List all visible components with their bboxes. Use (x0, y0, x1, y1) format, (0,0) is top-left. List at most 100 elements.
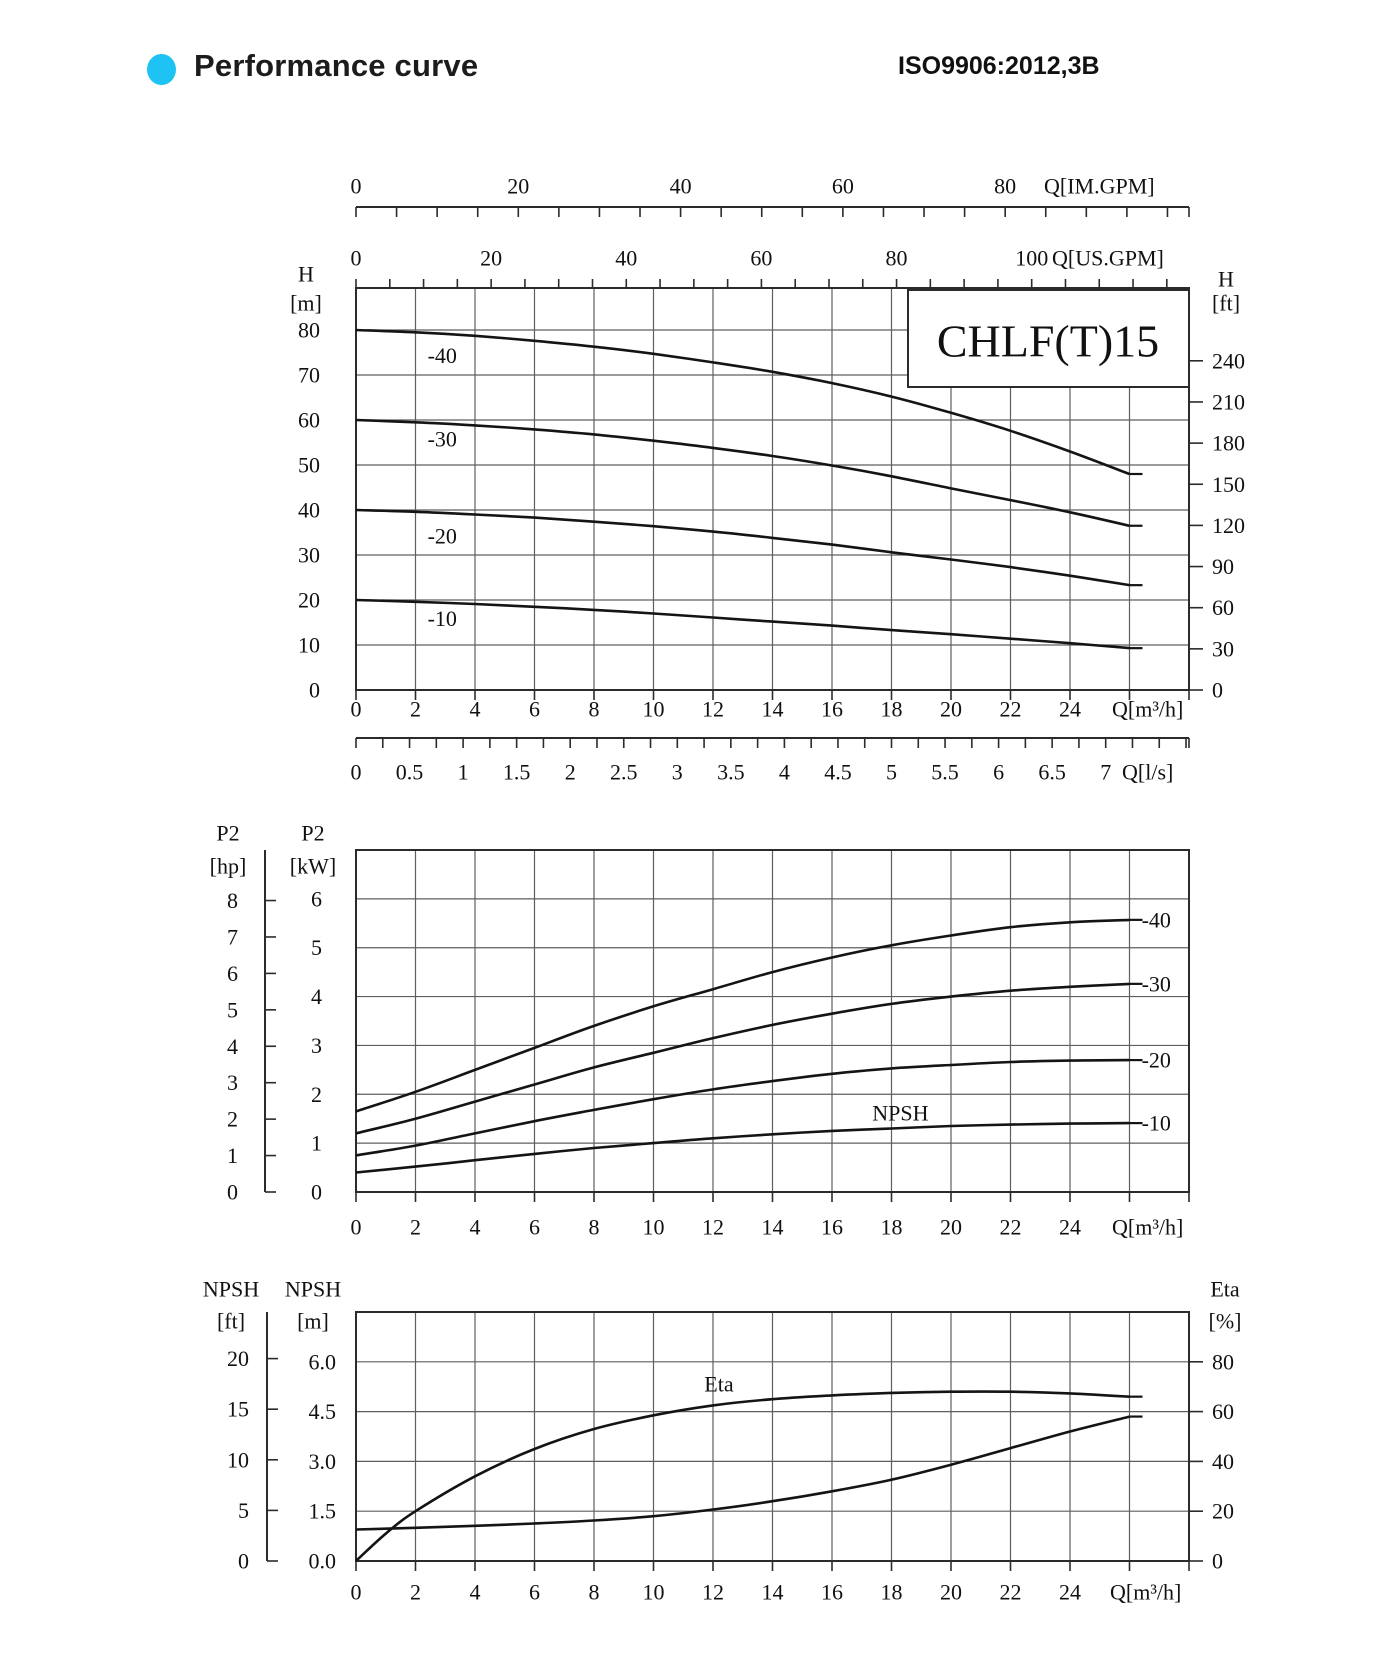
npsh-x-tick-label: 6 (529, 1580, 540, 1605)
head-x-tick-label: 24 (1059, 697, 1081, 722)
head-x-tick-label: 4 (470, 697, 481, 722)
us-gpm-tick-label: 80 (886, 246, 908, 271)
h-ft-axis-title: H (1218, 267, 1234, 292)
curve-Eta (355, 1390, 1130, 1562)
head-x-tick-label: 18 (881, 697, 903, 722)
curve-label-Eta: Eta (704, 1372, 734, 1397)
power-x-tick-label: 2 (410, 1215, 421, 1240)
p2-hp-tick-label: 3 (227, 1070, 238, 1095)
npsh-x-tick-label: 12 (702, 1580, 724, 1605)
h-m-tick-label: 40 (298, 498, 320, 523)
h-ft-tick-label: 0 (1212, 678, 1223, 703)
ls-tick-label: 1 (458, 760, 469, 785)
h-ft-tick-label: 180 (1212, 431, 1245, 456)
head-x-tick-label: 8 (589, 697, 600, 722)
eta-tick-label: 60 (1212, 1399, 1234, 1424)
p2-hp-tick-label: 2 (227, 1107, 238, 1132)
curve-label--40: -40 (428, 343, 457, 368)
p2-kw-tick-label: 0 (311, 1180, 322, 1205)
p2-hp-tick-label: 8 (227, 888, 238, 913)
npsh-m-tick-label: 6.0 (309, 1349, 337, 1374)
power-x-tick-label: 24 (1059, 1215, 1081, 1240)
curve-label-p2-30: -30 (1142, 971, 1171, 996)
p2-hp-axis-title: P2 (216, 821, 239, 846)
h-m-axis-title: H (298, 262, 314, 287)
curve-p2-30 (355, 982, 1130, 1135)
standard-label: ISO9906:2012,3B (898, 52, 1100, 80)
im-gpm-tick-label: 40 (670, 174, 692, 199)
h-m-tick-label: 70 (298, 363, 320, 388)
bullet-dot-icon (147, 54, 176, 85)
us-gpm-tick-label: 60 (750, 246, 772, 271)
curve--30 (355, 418, 1130, 528)
curve-label--30: -30 (428, 426, 457, 451)
npsh-x-tick-label: 16 (821, 1580, 843, 1605)
model-label: CHLF(T)15 (937, 316, 1159, 367)
npsh-x-tick-label: 18 (881, 1580, 903, 1605)
ls-tick-label: 3.5 (717, 760, 745, 785)
curve--10 (355, 598, 1130, 650)
power-x-tick-label: 16 (821, 1215, 843, 1240)
npsh-x-tick-label: 20 (940, 1580, 962, 1605)
npsh-ft-tick-label: 20 (227, 1346, 249, 1371)
power-x-tick-label: 10 (643, 1215, 665, 1240)
npsh-m-tick-label: 0.0 (309, 1549, 337, 1574)
head-x-tick-label: 20 (940, 697, 962, 722)
npsh-x-tick-label: 10 (643, 1580, 665, 1605)
h-m-tick-label: 10 (298, 633, 320, 658)
head-x-unit-label: Q[m³/h] (1112, 697, 1183, 722)
ls-tick-label: 7 (1100, 760, 1111, 785)
power-x-tick-label: 6 (529, 1215, 540, 1240)
power-x-tick-label: 8 (589, 1215, 600, 1240)
p2-hp-tick-label: 4 (227, 1034, 238, 1059)
im-gpm-tick-label: 80 (994, 174, 1016, 199)
npsh-x-unit-label: Q[m³/h] (1110, 1580, 1181, 1605)
curve--20 (355, 508, 1130, 587)
head-x-tick-label: 2 (410, 697, 421, 722)
npsh-m-axis-title: NPSH (285, 1277, 341, 1302)
ls-tick-label: 4 (779, 760, 790, 785)
eta-tick-label: 20 (1212, 1499, 1234, 1524)
h-m-tick-label: 30 (298, 543, 320, 568)
curve-label-NPSH: NPSH (872, 1100, 928, 1125)
power-x-tick-label: 12 (702, 1215, 724, 1240)
curve-p2-10 (355, 1121, 1130, 1174)
h-ft-tick-label: 120 (1212, 513, 1245, 538)
head-x-tick-label: 22 (1000, 697, 1022, 722)
npsh-x-tick-label: 2 (410, 1580, 421, 1605)
head-x-tick-label: 0 (351, 697, 362, 722)
p2-kw-axis-title: [kW] (290, 854, 336, 879)
npsh-x-tick-label: 24 (1059, 1580, 1081, 1605)
h-ft-tick-label: 240 (1212, 348, 1245, 373)
h-ft-tick-label: 150 (1212, 472, 1245, 497)
head-x-tick-label: 14 (762, 697, 784, 722)
eta-axis-title: Eta (1210, 1277, 1240, 1302)
eta-tick-label: 80 (1212, 1349, 1234, 1374)
npsh-ft-tick-label: 15 (227, 1397, 249, 1422)
us-gpm-tick-label: 40 (615, 246, 637, 271)
h-m-axis-title: [m] (290, 291, 322, 316)
power-x-tick-label: 18 (881, 1215, 903, 1240)
us-gpm-tick-label: 20 (480, 246, 502, 271)
p2-hp-tick-label: 0 (227, 1180, 238, 1205)
p2-hp-tick-label: 6 (227, 961, 238, 986)
p2-hp-tick-label: 5 (227, 997, 238, 1022)
curve-p2-20 (355, 1058, 1130, 1157)
h-m-tick-label: 80 (298, 318, 320, 343)
npsh-x-tick-label: 4 (470, 1580, 481, 1605)
ls-tick-label: 5 (886, 760, 897, 785)
npsh-ft-axis-title: NPSH (203, 1277, 259, 1302)
ls-tick-label: 2.5 (610, 760, 638, 785)
curve--40 (355, 328, 1130, 476)
p2-kw-tick-label: 2 (311, 1082, 322, 1107)
npsh-x-tick-label: 8 (589, 1580, 600, 1605)
npsh-ft-axis-title: [ft] (217, 1309, 245, 1334)
power-x-unit-label: Q[m³/h] (1112, 1215, 1183, 1240)
npsh-x-tick-label: 0 (351, 1580, 362, 1605)
curve-NPSH (355, 1415, 1130, 1531)
p2-hp-tick-label: 1 (227, 1143, 238, 1168)
curve-label-p2-10: -10 (1142, 1111, 1171, 1136)
npsh-m-tick-label: 1.5 (309, 1499, 337, 1524)
